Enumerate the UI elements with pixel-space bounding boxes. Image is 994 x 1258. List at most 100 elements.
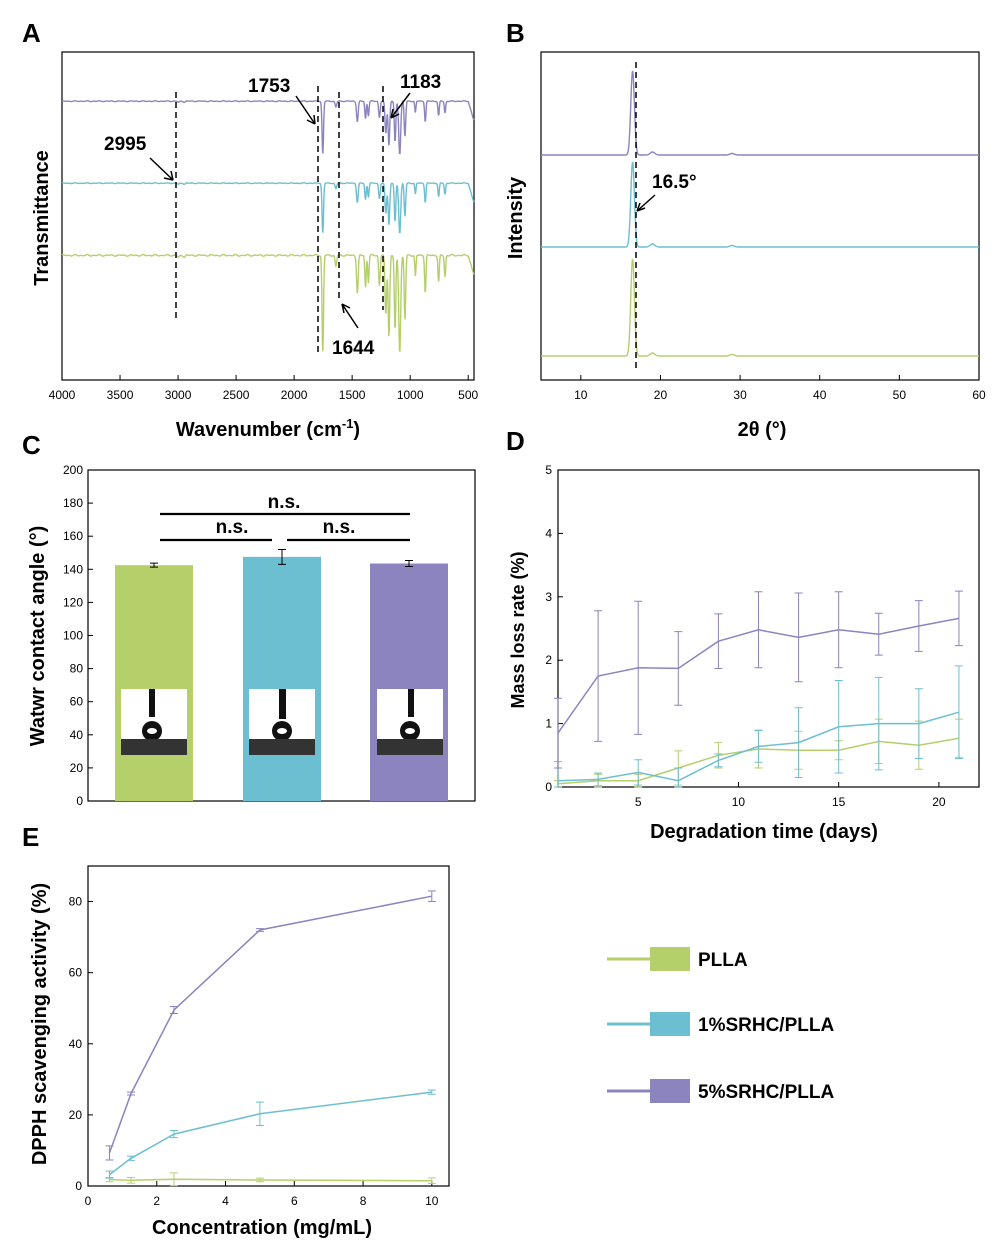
d-xtick-label-20: 20: [932, 795, 946, 809]
e-xtick-label-0: 0: [85, 1194, 92, 1208]
d-errorbar-5srhc-plla-7: [674, 631, 683, 706]
d-errorbar-1srhc-plla-7: [674, 767, 683, 788]
a-xtick-label-3000: 3000: [165, 388, 192, 402]
d-errorbar-5srhc-plla-3: [594, 610, 603, 742]
e-errorbar-5srhc-plla-0.625: [105, 1145, 114, 1161]
b-xtick-label-60: 60: [972, 388, 986, 402]
d-errorbar-1srhc-plla-17: [874, 676, 883, 771]
e-errorbar-5srhc-plla-1.25: [126, 1091, 135, 1096]
c-ytick-label-40: 40: [70, 728, 84, 742]
a-xtick-label-3500: 3500: [107, 388, 134, 402]
legend-label-plla: PLLA: [698, 950, 748, 971]
significance-label-right: n.s.: [323, 517, 356, 538]
significance-label-left: n.s.: [216, 517, 249, 538]
panel-d-x-label: Degradation time (days): [650, 821, 878, 843]
e-line-plla: [109, 1178, 432, 1182]
c-bar-5srhc-plla: [370, 563, 448, 801]
arrow-1183: [390, 92, 411, 119]
c-ytick-label-100: 100: [63, 629, 83, 643]
a-xtick-label-1500: 1500: [339, 388, 366, 402]
a-xtick-label-500: 500: [458, 388, 478, 402]
panel-a-x-ticks: 4000 3500 3000 2500 2000 1500 1000 500: [49, 375, 479, 402]
c-errorbar-plla: [150, 562, 158, 568]
panel-b-frame: [540, 51, 980, 381]
arrow-2995: [149, 157, 174, 181]
panel-a-frame: [61, 51, 475, 381]
e-errorbar-1srhc-plla-2.5: [169, 1130, 178, 1139]
significance-brackets: [160, 512, 410, 542]
e-line-5srhc-plla: [108, 895, 432, 1154]
e-ytick-label-20: 20: [69, 1108, 83, 1122]
panel-c-y-label: Watwr contact angle (°): [27, 526, 49, 747]
e-errorbar-plla-1.25: [126, 1176, 135, 1184]
d-errorbar-5srhc-plla-9: [714, 613, 723, 669]
d-xtick-label-5: 5: [635, 795, 642, 809]
e-ytick-label-60: 60: [69, 966, 83, 980]
panel-a-reference-lines: [175, 86, 384, 352]
panel-a-spectra: [61, 99, 475, 352]
panel-c-droplet-images: [121, 689, 443, 755]
b-xtick-label-20: 20: [654, 388, 668, 402]
c-ytick-label-60: 60: [70, 695, 84, 709]
a-spectrum-plla: [61, 253, 475, 352]
annotation-1644: 1644: [332, 338, 375, 359]
panel-label-c: C: [22, 430, 41, 460]
panel-a-y-label: Transmittance: [31, 150, 53, 286]
legend-swatch-1srhc: [650, 1012, 690, 1036]
b-xtick-label-30: 30: [733, 388, 747, 402]
annotation-16-5: 16.5°: [652, 172, 697, 193]
e-errorbar-plla-10: [427, 1177, 436, 1185]
a-xtick-label-1000: 1000: [397, 388, 424, 402]
d-errorbar-1srhc-plla-11: [754, 730, 763, 763]
c-ytick-label-200: 200: [63, 463, 83, 477]
panel-d-frame: [557, 469, 980, 788]
b-pattern-1srhc-plla: [541, 161, 979, 248]
b-xtick-label-50: 50: [893, 388, 907, 402]
d-errorbar-1srhc-plla-9: [714, 753, 723, 768]
d-errorbar-1srhc-plla-19: [914, 688, 923, 759]
panel-b-patterns: [541, 70, 979, 357]
e-xtick-label-8: 8: [360, 1194, 367, 1208]
significance-label-outer: n.s.: [268, 492, 301, 513]
legend-swatch-5srhc: [650, 1079, 690, 1103]
panel-label-a: A: [22, 18, 41, 48]
c-errorbar-5srhc-plla: [405, 560, 413, 567]
panel-e-y-label: DPPH scavenging activity (%): [29, 883, 51, 1165]
legend-label-1srhc: 1%SRHC/PLLA: [698, 1015, 834, 1036]
d-errorbar-5srhc-plla-1: [554, 697, 562, 769]
legend-swatch-plla: [650, 947, 690, 971]
legend-label-5srhc: 5%SRHC/PLLA: [698, 1082, 834, 1103]
legend-item-1srhc: 1%SRHC/PLLA: [607, 1012, 834, 1036]
c-ytick-label-180: 180: [63, 496, 83, 510]
c-bar-plla: [115, 565, 193, 801]
d-errorbar-1srhc-plla-3: [594, 772, 603, 787]
panel-b-y-label: Intensity: [505, 176, 527, 259]
panel-b-x-label: 2θ (°): [738, 419, 787, 441]
a-xtick-label-4000: 4000: [49, 388, 76, 402]
d-errorbar-5srhc-plla-13: [794, 592, 803, 683]
panel-a-x-label: Wavenumber (cm-1): [176, 416, 360, 441]
annotation-1753: 1753: [248, 76, 290, 97]
panel-e-ticks: 0 2 4 6 8 10 0 20 40 60 80: [69, 895, 439, 1208]
e-ytick-label-80: 80: [69, 895, 83, 909]
c-ytick-label-140: 140: [63, 562, 83, 576]
e-errorbar-1srhc-plla-0.625: [105, 1170, 114, 1179]
e-errorbar-5srhc-plla-5: [255, 928, 264, 932]
e-xtick-label-4: 4: [222, 1194, 229, 1208]
a-spectrum-1srhc-plla: [61, 181, 475, 234]
e-errorbar-1srhc-plla-1.25: [126, 1155, 135, 1161]
b-pattern-5srhc-plla: [541, 70, 979, 156]
arrow-1753: [295, 95, 316, 125]
panel-d-y-label: Mass loss rate (%): [508, 551, 528, 708]
annotation-1183: 1183: [400, 72, 441, 93]
d-errorbar-5srhc-plla-19: [914, 600, 923, 652]
e-xtick-label-10: 10: [425, 1194, 439, 1208]
c-errorbar-1srhc-plla: [278, 548, 286, 565]
d-errorbar-5srhc-plla-15: [834, 591, 843, 669]
a-xtick-label-2000: 2000: [281, 388, 308, 402]
c-bar-1srhc-plla: [243, 556, 321, 801]
e-xtick-label-6: 6: [291, 1194, 298, 1208]
arrow-16-5: [636, 194, 656, 212]
a-xtick-label-2500: 2500: [223, 388, 250, 402]
legend: PLLA 1%SRHC/PLLA 5%SRHC/PLLA: [607, 947, 834, 1103]
